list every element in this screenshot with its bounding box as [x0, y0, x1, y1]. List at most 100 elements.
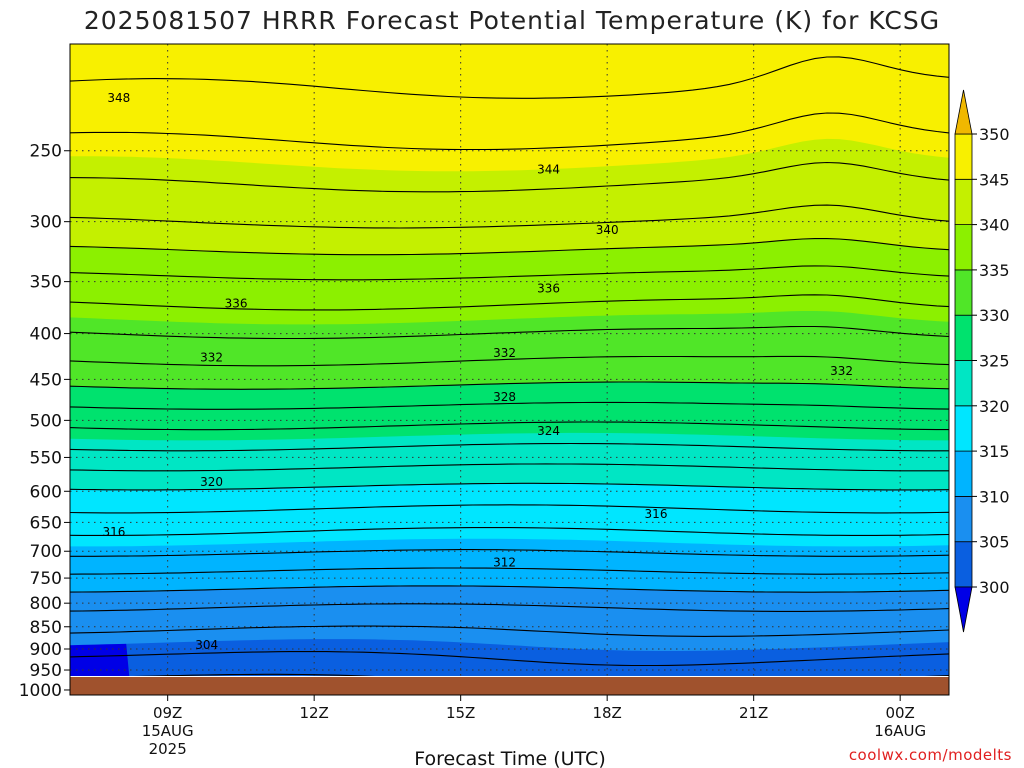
contour-330 [70, 381, 949, 390]
contour-342 [70, 204, 949, 229]
colorbar-label: 330 [979, 306, 1010, 325]
y-tick-label: 800 [30, 594, 62, 614]
band-above-345 [70, 44, 949, 172]
contour-312 [70, 567, 949, 575]
contour-label-344: 344 [537, 162, 560, 176]
x-tick-sublabel: 16AUG [874, 722, 926, 740]
y-tick-label: 850 [30, 618, 62, 638]
contour-label-340: 340 [596, 223, 619, 237]
colorbar-label: 320 [979, 397, 1010, 416]
contour-308 [70, 603, 949, 612]
contour-label-332: 332 [493, 346, 516, 360]
contour-332 [70, 355, 949, 367]
x-tick-label: 21Z [739, 704, 768, 722]
contour-348 [70, 56, 949, 99]
contour-label-text: 336 [537, 282, 560, 296]
contour-346 [70, 112, 949, 151]
contour-label-320: 320 [200, 475, 223, 489]
x-axis-label: Forecast Time (UTC) [414, 748, 605, 768]
x-tick-sublabel: 15AUG [142, 722, 194, 740]
y-tick-label: 500 [30, 411, 62, 431]
chart-title: 2025081507 HRRR Forecast Potential Tempe… [84, 6, 940, 35]
contour-338 [70, 265, 949, 281]
y-tick-label: 400 [30, 325, 62, 345]
y-tick-label: 900 [30, 640, 62, 660]
contour-label-text: 324 [537, 424, 560, 438]
contour-306 [70, 625, 949, 637]
y-tick-label: 650 [30, 513, 62, 533]
colorbar-label: 315 [979, 442, 1010, 461]
colorbar: 300 305 310 315 320 325 330 335 340 345 350 [954, 89, 1010, 633]
contour-label-text: 320 [200, 475, 223, 489]
contour-label-316: 316 [102, 525, 125, 539]
contour-label-336: 336 [225, 297, 248, 311]
colorbar-segment-320 [954, 360, 973, 407]
contour-336 [70, 294, 949, 311]
colorbar-segment-335 [954, 224, 973, 271]
contour-label-300: 300 [298, 675, 321, 689]
y-tick-label: 600 [30, 482, 62, 502]
credit-text: coolwx.com/modelts [849, 746, 1012, 764]
contour-labels: 348 344 340 336 336 332 332 332 328 324 320 316 316 3… [102, 91, 853, 689]
contour-316 [70, 527, 949, 536]
contour-340 [70, 238, 949, 256]
colorbar-label: 300 [979, 578, 1010, 597]
contour-326 [70, 421, 949, 431]
x-tick-sublabel: 2025 [149, 740, 187, 758]
colorbar-extend-bottom [954, 586, 973, 633]
contour-320 [70, 482, 949, 491]
x-tick-label: 09Z [153, 704, 182, 722]
contour-label-316: 316 [645, 507, 668, 521]
filled-bands [70, 44, 949, 676]
plot-area: 348 344 340 336 336 332 332 332 328 324 320 316 316 3… [70, 44, 949, 689]
contour-label-text: 300 [298, 675, 321, 689]
contour-label-304: 304 [195, 638, 218, 652]
colorbar-label: 350 [979, 125, 1010, 144]
colorbar-extend-top [954, 89, 973, 135]
contour-label-text: 316 [102, 525, 125, 539]
contour-310 [70, 585, 949, 593]
colorbar-label: 325 [979, 352, 1010, 371]
contour-302 [133, 673, 949, 676]
x-tick-label: 18Z [592, 704, 621, 722]
colorbar-label: 345 [979, 170, 1010, 189]
colorbar-segment-330 [954, 269, 973, 316]
contour-label-336: 336 [537, 282, 560, 296]
contour-label-text: 332 [200, 351, 223, 365]
colorbar-segment-340 [954, 178, 973, 226]
contour-label-text: 348 [107, 91, 130, 105]
x-tick-label: 15Z [446, 704, 475, 722]
contour-label-348: 348 [107, 91, 130, 105]
contour-lines [70, 56, 949, 676]
contour-304 [70, 651, 949, 667]
colorbar-segment-305 [954, 495, 973, 543]
y-tick-label: 1000 [19, 681, 62, 701]
contour-label-324: 324 [537, 424, 560, 438]
contour-334 [70, 325, 949, 340]
contour-label-328: 328 [493, 390, 516, 404]
ground-surface [70, 677, 949, 695]
contour-318 [70, 504, 949, 514]
contour-label-text: 336 [225, 297, 248, 311]
x-tick-label: 12Z [299, 704, 328, 722]
y-tick-label: 750 [30, 569, 62, 589]
contour-label-332: 332 [200, 351, 223, 365]
colorbar-label: 310 [979, 487, 1010, 506]
colorbar-label: 340 [979, 216, 1010, 235]
y-tick-label: 300 [30, 213, 62, 233]
y-tick-label: 250 [30, 142, 62, 162]
colorbar-segment-310 [954, 450, 973, 497]
contour-label-text: 332 [830, 364, 853, 378]
grid-lines [70, 44, 949, 676]
contour-324 [70, 442, 949, 452]
colorbar-segment-300 [954, 541, 973, 588]
y-tick-label: 350 [30, 273, 62, 293]
contour-328 [70, 401, 949, 410]
plot-frame [69, 43, 950, 696]
colorbar-label: 305 [979, 533, 1010, 552]
contour-label-text: 344 [537, 162, 560, 176]
contour-label-text: 332 [493, 346, 516, 360]
contour-314 [70, 549, 949, 557]
